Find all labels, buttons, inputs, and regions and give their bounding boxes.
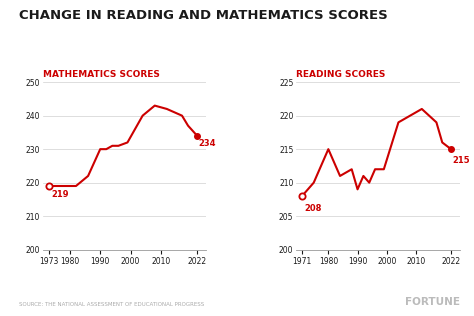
Text: SOURCE: THE NATIONAL ASSESSMENT OF EDUCATIONAL PROGRESS: SOURCE: THE NATIONAL ASSESSMENT OF EDUCA… xyxy=(19,301,204,307)
Text: 219: 219 xyxy=(51,190,69,199)
Text: CHANGE IN READING AND MATHEMATICS SCORES: CHANGE IN READING AND MATHEMATICS SCORES xyxy=(19,9,388,22)
Text: 208: 208 xyxy=(304,204,322,213)
Text: MATHEMATICS SCORES: MATHEMATICS SCORES xyxy=(43,70,160,79)
Text: 215: 215 xyxy=(453,156,470,165)
Text: 234: 234 xyxy=(199,139,216,148)
Text: FORTUNE: FORTUNE xyxy=(405,296,460,307)
Text: READING SCORES: READING SCORES xyxy=(296,70,385,79)
